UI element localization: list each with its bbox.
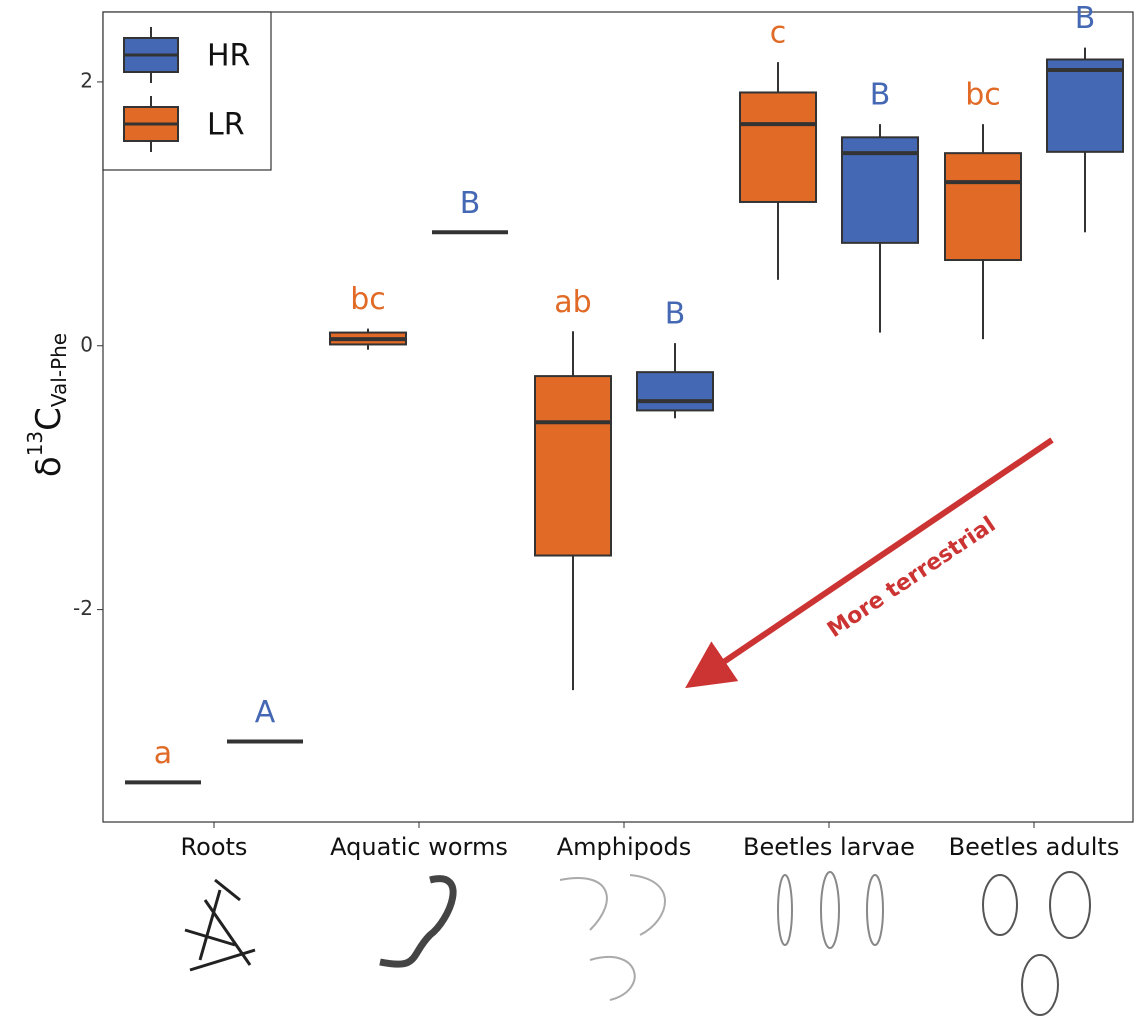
larvae-sketch bbox=[778, 872, 883, 948]
x-tick-label: Beetles adults bbox=[949, 833, 1120, 861]
amphipod-sketch bbox=[560, 875, 665, 1000]
y-axis-label: δ13CVal-Phe bbox=[23, 333, 71, 477]
group-letter: ab bbox=[554, 285, 591, 320]
annotation-arrow bbox=[700, 440, 1052, 678]
group-letter: c bbox=[770, 16, 787, 51]
group-letter: a bbox=[154, 736, 172, 771]
y-tick-label: 2 bbox=[80, 68, 93, 92]
y-label-main: C bbox=[29, 407, 69, 431]
group-letter: bc bbox=[350, 282, 386, 317]
legend-label: LR bbox=[207, 108, 245, 143]
page: {"chart_data": {"type": "box", "y_label"… bbox=[0, 0, 1135, 1020]
box bbox=[637, 372, 713, 410]
group-letter: B bbox=[870, 78, 891, 113]
legend: HR LR bbox=[103, 12, 271, 170]
box bbox=[945, 153, 1021, 260]
y-tick-label: -2 bbox=[73, 596, 93, 620]
beetle-sketch bbox=[983, 872, 1090, 1015]
y-label-sub: Val-Phe bbox=[47, 333, 71, 407]
chart: -2 0 2 δ13CVal-Phe Roots Aquatic worms Amphipo… bbox=[0, 0, 1135, 1020]
x-tick-label: Amphipods bbox=[557, 833, 692, 861]
legend-frame bbox=[103, 12, 271, 170]
group-letter: A bbox=[255, 695, 276, 730]
group-letter: B bbox=[665, 297, 686, 332]
illustrations bbox=[185, 872, 1090, 1015]
y-tick-label: 0 bbox=[80, 332, 93, 356]
x-tick-label: Aquatic worms bbox=[330, 833, 508, 861]
y-label-base: δ bbox=[29, 456, 69, 477]
group-letter: bc bbox=[965, 78, 1001, 113]
x-tick-label: Roots bbox=[181, 833, 248, 861]
group-letter: B bbox=[460, 186, 481, 221]
box bbox=[1047, 59, 1123, 151]
worm-sketch bbox=[380, 879, 453, 965]
x-tick-label: Beetles larvae bbox=[743, 833, 915, 861]
y-label-sup: 13 bbox=[23, 431, 47, 456]
legend-label: HR bbox=[207, 39, 250, 74]
group-letter: B bbox=[1075, 1, 1096, 36]
box bbox=[535, 376, 611, 555]
box bbox=[740, 92, 816, 201]
roots-sketch bbox=[185, 880, 255, 970]
